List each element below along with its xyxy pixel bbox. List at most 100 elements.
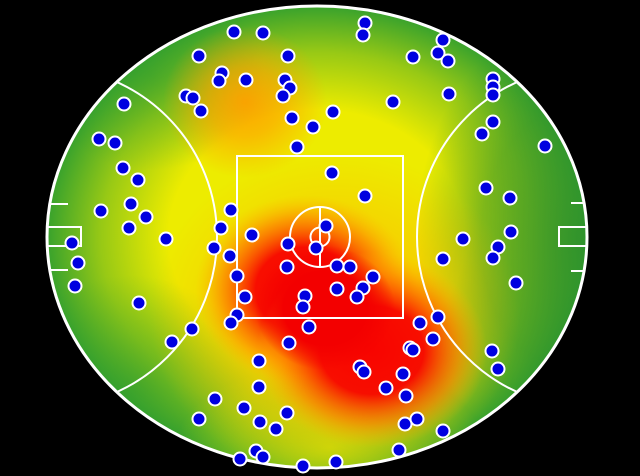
field-markings	[47, 66, 587, 408]
data-point	[268, 421, 284, 437]
data-point	[508, 275, 524, 291]
data-point	[435, 251, 451, 267]
data-point	[64, 235, 80, 251]
data-point	[349, 289, 365, 305]
data-point	[318, 218, 334, 234]
data-point	[398, 388, 414, 404]
data-point	[357, 15, 373, 31]
data-point	[255, 449, 271, 465]
data-point	[329, 281, 345, 297]
boundary-line	[45, 4, 589, 470]
data-point	[325, 104, 341, 120]
data-point	[485, 250, 501, 266]
data-point	[357, 188, 373, 204]
data-point	[252, 414, 268, 430]
fifty-metre-arc-left	[47, 66, 218, 408]
data-point	[412, 315, 428, 331]
data-point	[158, 231, 174, 247]
centre-square	[236, 155, 404, 319]
data-point	[236, 400, 252, 416]
data-point	[237, 289, 253, 305]
data-point	[121, 220, 137, 236]
data-point	[485, 114, 501, 130]
data-point	[430, 45, 446, 61]
data-point	[213, 220, 229, 236]
data-point	[490, 361, 506, 377]
data-point	[455, 231, 471, 247]
data-point	[232, 451, 248, 467]
data-point	[211, 73, 227, 89]
data-point	[378, 380, 394, 396]
data-point	[191, 411, 207, 427]
data-point	[280, 48, 296, 64]
data-point	[115, 160, 131, 176]
data-point	[251, 379, 267, 395]
data-point	[430, 309, 446, 325]
goal-square-right	[558, 226, 587, 247]
data-point	[474, 126, 490, 142]
data-point	[289, 139, 305, 155]
data-point	[206, 240, 222, 256]
data-point	[502, 190, 518, 206]
data-point	[226, 24, 242, 40]
data-point	[193, 103, 209, 119]
data-point	[70, 255, 86, 271]
data-point	[244, 227, 260, 243]
data-point	[116, 96, 132, 112]
data-point	[238, 72, 254, 88]
data-point	[164, 334, 180, 350]
data-point	[391, 442, 407, 458]
data-point	[275, 88, 291, 104]
data-point	[295, 299, 311, 315]
data-point	[279, 259, 295, 275]
data-point	[365, 269, 381, 285]
data-point	[281, 335, 297, 351]
data-point	[356, 364, 372, 380]
data-point	[229, 268, 245, 284]
data-point	[308, 240, 324, 256]
heatmap-blob-red-core	[255, 246, 395, 370]
data-point	[441, 86, 457, 102]
data-point	[107, 135, 123, 151]
data-point	[395, 366, 411, 382]
goal-square-left	[47, 226, 82, 247]
data-points-layer	[64, 15, 553, 474]
data-point	[425, 331, 441, 347]
data-point	[91, 131, 107, 147]
data-point	[537, 138, 553, 154]
data-point	[405, 342, 421, 358]
data-point	[440, 53, 456, 69]
data-point	[207, 391, 223, 407]
data-point	[284, 110, 300, 126]
data-point	[409, 411, 425, 427]
data-point	[223, 202, 239, 218]
data-point	[478, 180, 494, 196]
data-point	[405, 49, 421, 65]
data-point	[328, 454, 344, 470]
data-point	[503, 224, 519, 240]
fifty-metre-arc-right	[416, 66, 587, 408]
data-point	[385, 94, 401, 110]
data-point	[301, 319, 317, 335]
data-point	[342, 259, 358, 275]
data-point	[131, 295, 147, 311]
data-point	[280, 236, 296, 252]
data-point	[435, 32, 451, 48]
data-point	[355, 27, 371, 43]
heatmap-blob-orange-top	[163, 26, 327, 178]
data-point	[485, 87, 501, 103]
data-point	[305, 119, 321, 135]
data-point	[255, 25, 271, 41]
data-point	[185, 90, 201, 106]
data-point	[93, 203, 109, 219]
data-point	[279, 405, 295, 421]
data-point	[324, 165, 340, 181]
data-point	[67, 278, 83, 294]
data-point	[295, 458, 311, 474]
data-point	[123, 196, 139, 212]
data-point	[223, 315, 239, 331]
data-point	[222, 248, 238, 264]
data-point	[329, 258, 345, 274]
